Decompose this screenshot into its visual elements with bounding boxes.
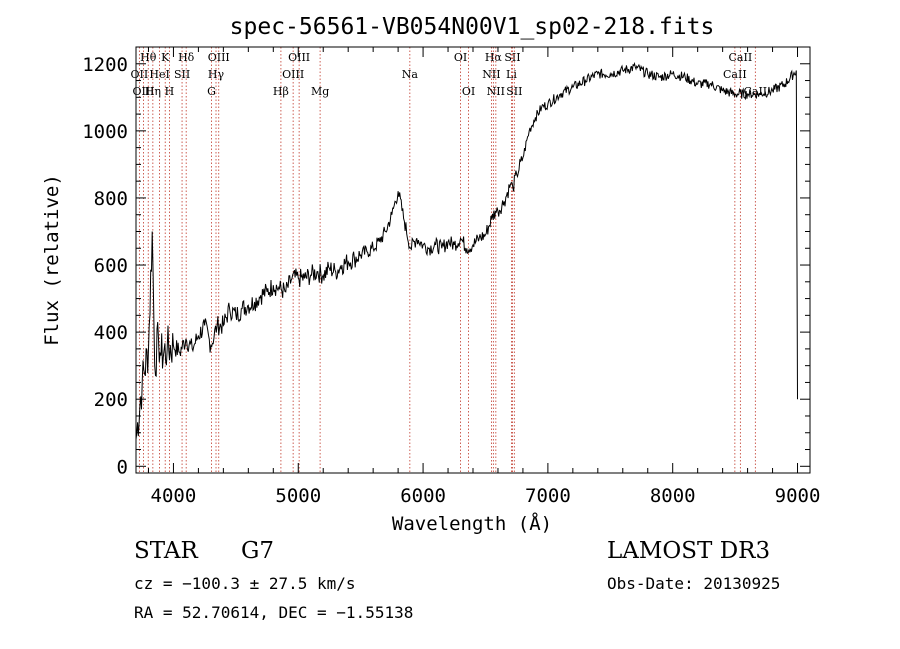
- marker-label: OIII: [132, 85, 154, 98]
- sky-coordinates: RA = 52.70614, DEC = −1.55138: [134, 603, 414, 622]
- marker-label: SII: [504, 51, 520, 64]
- x-tick-label: 4000: [151, 485, 197, 507]
- marker-label: OIII: [282, 68, 304, 81]
- chart-title: spec-56561-VB054N00V1_sp02-218.fits: [230, 14, 715, 40]
- x-tick-label: 5000: [275, 485, 321, 507]
- marker-label: CaII: [723, 68, 747, 81]
- marker-label: Na: [402, 68, 419, 81]
- marker-label: Hβ: [273, 85, 289, 98]
- marker-label: Hδ: [178, 51, 195, 64]
- y-axis-label: Flux (relative): [41, 174, 63, 346]
- y-tick-label: 800: [94, 188, 128, 210]
- y-tick-label: 600: [94, 255, 128, 277]
- y-tick-label: 1000: [82, 121, 128, 143]
- y-tick-label: 200: [94, 389, 128, 411]
- object-subclass: G7: [241, 538, 275, 564]
- x-tick-label: 7000: [525, 485, 571, 507]
- survey-name: LAMOST DR3: [607, 538, 771, 564]
- plot-frame: [135, 46, 811, 474]
- marker-label: Li: [506, 68, 517, 81]
- marker-label: Hθ: [140, 51, 157, 64]
- marker-label: Hα: [485, 51, 503, 64]
- flux-series-line: [135, 61, 798, 440]
- redshift-value: cz = −100.3 ± 27.5 km/s: [134, 574, 356, 593]
- marker-label: OII: [131, 68, 149, 81]
- marker-label: Hγ: [208, 68, 225, 81]
- x-tick-label: 9000: [775, 485, 821, 507]
- marker-label: OIII: [288, 51, 310, 64]
- y-tick-label: 1200: [82, 54, 128, 76]
- x-tick-label: 8000: [650, 485, 696, 507]
- marker-label: OI: [462, 85, 475, 98]
- marker-label: K: [161, 51, 170, 64]
- observation-date: Obs-Date: 20130925: [607, 574, 781, 593]
- marker-label: NII: [482, 68, 500, 81]
- marker-label: HeI: [149, 68, 169, 81]
- marker-label: NII: [487, 85, 505, 98]
- marker-label: SII: [506, 85, 522, 98]
- marker-label: G: [207, 85, 216, 98]
- marker-label: OIII: [208, 51, 230, 64]
- marker-label: H: [165, 85, 175, 98]
- object-class: STAR: [134, 538, 198, 564]
- y-tick-label: 0: [117, 456, 128, 478]
- marker-label: Mg: [311, 85, 329, 98]
- marker-label: SII: [174, 68, 190, 81]
- x-axis-label: Wavelength (Å): [392, 512, 552, 535]
- axis-ticks: 4000 5000 6000 7000 8000 9000 0 200 400 600 800 100…: [82, 46, 821, 507]
- x-tick-label: 6000: [400, 485, 446, 507]
- marker-label: Hη: [145, 85, 161, 98]
- marker-label: OI: [454, 51, 467, 64]
- y-tick-label: 400: [94, 322, 128, 344]
- marker-label: CaII: [729, 51, 753, 64]
